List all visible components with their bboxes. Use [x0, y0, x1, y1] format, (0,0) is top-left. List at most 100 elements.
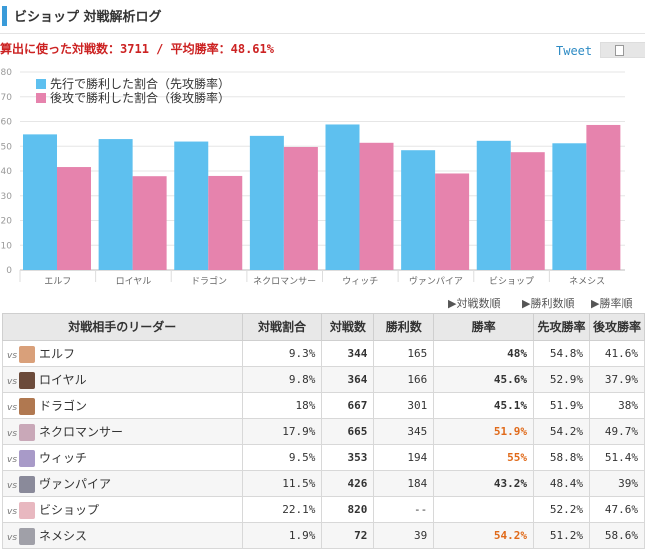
y-tick-label: 40: [1, 167, 13, 177]
legend-swatch-second: [36, 93, 46, 103]
share-cell: 9.5%: [241, 444, 323, 471]
col-header-winrate: 勝率: [433, 313, 535, 341]
vs-label: vs: [7, 350, 18, 361]
x-tick-label: ネメシス: [569, 276, 605, 287]
winrate-cell: 45.6%: [433, 366, 535, 393]
share-cell: 11.5%: [241, 470, 323, 497]
second-winrate-cell: 51.4%: [588, 444, 645, 471]
x-tick-label: ロイヤル: [116, 277, 152, 287]
first-winrate-cell: 48.4%: [533, 470, 590, 497]
table-row[interactable]: vs ドラゴン 18% 667 301 45.1% 51.9% 38%: [2, 392, 645, 419]
winrate-cell: 54.2%: [433, 522, 535, 549]
bar-first-0: [23, 134, 57, 270]
x-tick-label: エルフ: [44, 277, 71, 287]
leader-cell: vs ロイヤル: [2, 366, 243, 393]
leader-avatar-icon: [19, 475, 36, 493]
y-tick-label: 60: [1, 118, 13, 128]
sort-by-winrate-link[interactable]: ▶勝率順: [591, 297, 633, 310]
winrate-bar-chart: 0 10 20 30 40 50 60 70 80 エルフ ロイヤル ドラゴン ネクロマンサー ウィッチ ヴ…: [1, 68, 625, 287]
vs-label: vs: [7, 532, 18, 543]
matchup-table: 対戦相手のリーダー 対戦割合 対戦数 勝利数 勝率 先攻勝率 後攻勝率 vs エル…: [2, 313, 645, 549]
vs-label: vs: [7, 376, 18, 387]
second-winrate-cell: 49.7%: [588, 418, 645, 445]
col-header-games: 対戦数: [321, 313, 375, 341]
table-row[interactable]: vs ネクロマンサー 17.9% 665 345 51.9% 54.2% 49.7%: [2, 418, 645, 445]
bar-second-5: [435, 173, 470, 270]
leader-cell: vs ヴァンパイア: [2, 470, 243, 497]
table-row[interactable]: vs エルフ 9.3% 344 165 48% 54.8% 41.6%: [2, 340, 645, 367]
winrate-cell: [433, 496, 535, 523]
y-tick-label: 10: [1, 241, 13, 251]
second-winrate-cell: 41.6%: [588, 340, 645, 367]
vs-label: vs: [7, 454, 18, 465]
first-winrate-cell: 54.2%: [533, 418, 590, 445]
table-row[interactable]: vs ロイヤル 9.8% 364 166 45.6% 52.9% 37.9%: [2, 366, 645, 393]
leader-avatar-icon: [19, 449, 36, 467]
page-title: ビショップ 対戦解析ログ: [14, 10, 162, 25]
wins-cell: --: [373, 496, 435, 523]
games-cell: 820: [321, 496, 375, 523]
games-cell: 665: [321, 418, 375, 445]
share-cell: 1.9%: [241, 522, 323, 549]
col-header-second-winrate: 後攻勝率: [588, 313, 645, 341]
winrate-cell: 48%: [433, 340, 535, 367]
legend-label-second: 後攻で勝利した割合（後攻勝率）: [50, 90, 230, 105]
games-cell: 353: [321, 444, 375, 471]
share-cell: 9.8%: [241, 366, 323, 393]
games-cell: 426: [321, 470, 375, 497]
wins-cell: 166: [373, 366, 435, 393]
y-tick-label: 70: [1, 93, 13, 103]
y-tick-label: 50: [1, 142, 13, 152]
x-tick-label: ヴァンパイア: [409, 275, 463, 287]
header-divider: [0, 33, 645, 34]
y-tick-label: 80: [1, 68, 13, 78]
table-row[interactable]: vs ヴァンパイア 11.5% 426 184 43.2% 48.4% 39%: [2, 470, 645, 497]
leader-name: ビショップ: [39, 502, 100, 517]
x-tick-label: ネクロマンサー: [253, 276, 316, 287]
leader-name: エルフ: [39, 346, 76, 361]
leader-avatar-icon: [19, 345, 36, 363]
leader-cell: vs ネメシス: [2, 522, 243, 549]
leader-avatar-icon: [19, 501, 36, 519]
share-cell: 9.3%: [241, 340, 323, 367]
leader-avatar-icon: [19, 423, 36, 441]
games-cell: 667: [321, 392, 375, 419]
games-cell: 364: [321, 366, 375, 393]
leader-avatar-icon: [19, 397, 36, 415]
first-winrate-cell: 54.8%: [533, 340, 590, 367]
share-cell: 18%: [241, 392, 323, 419]
col-header-first-winrate: 先攻勝率: [533, 313, 590, 341]
bar-second-0: [57, 167, 91, 270]
vs-label: vs: [7, 480, 18, 491]
bar-second-7: [586, 124, 621, 270]
col-header-wins: 勝利数: [373, 313, 435, 341]
table-row[interactable]: vs ネメシス 1.9% 72 39 54.2% 51.2% 58.6%: [2, 522, 645, 549]
share-cell: 17.9%: [241, 418, 323, 445]
tweet-link[interactable]: Tweet: [556, 44, 593, 58]
leader-cell: vs ドラゴン: [2, 392, 243, 419]
second-winrate-cell: 37.9%: [588, 366, 645, 393]
table-row[interactable]: vs ビショップ 22.1% 820 -- 52.2% 47.6%: [2, 496, 645, 523]
leader-name: ネメシス: [39, 528, 88, 543]
bar-first-2: [174, 141, 209, 270]
wins-cell: 184: [373, 470, 435, 497]
sort-by-wins-link[interactable]: ▶勝利数順: [522, 297, 575, 310]
second-winrate-cell: 47.6%: [588, 496, 645, 523]
leader-name: ネクロマンサー: [39, 424, 124, 439]
share-button[interactable]: [600, 42, 645, 58]
sort-by-games-link[interactable]: ▶対戦数順: [448, 297, 501, 310]
header-accent-bar: [2, 6, 7, 26]
first-winrate-cell: 58.8%: [533, 444, 590, 471]
summary-separator: /: [148, 42, 171, 56]
wins-cell: 194: [373, 444, 435, 471]
winrate-cell: 55%: [433, 444, 535, 471]
col-header-share: 対戦割合: [241, 313, 323, 341]
legend-label-first: 先行で勝利した割合（先攻勝率）: [50, 76, 230, 91]
table-header-row: 対戦相手のリーダー 対戦割合 対戦数 勝利数 勝率 先攻勝率 後攻勝率: [2, 313, 645, 341]
y-tick-label: 0: [6, 266, 12, 276]
table-row[interactable]: vs ウィッチ 9.5% 353 194 55% 58.8% 51.4%: [2, 444, 645, 471]
y-tick-label: 20: [1, 217, 13, 227]
second-winrate-cell: 39%: [588, 470, 645, 497]
leader-name: ドラゴン: [39, 398, 88, 413]
wins-cell: 345: [373, 418, 435, 445]
